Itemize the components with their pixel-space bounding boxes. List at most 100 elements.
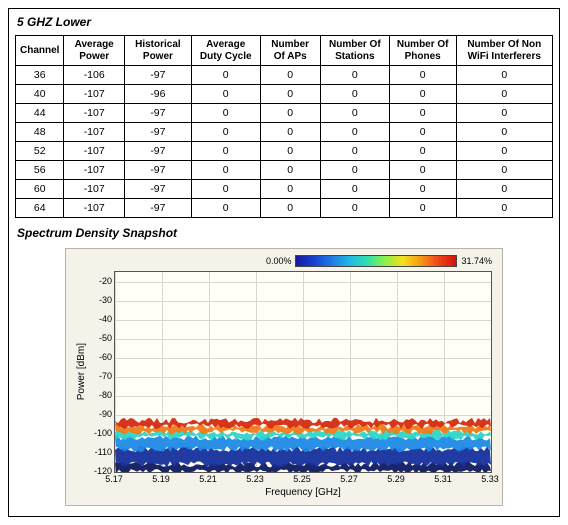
spectrum-chart-card: 0.00% 31.74% Power [dBm] -20 -30 -40 -50 -60…	[65, 248, 503, 506]
table-cell: 0	[389, 104, 456, 123]
table-cell: -97	[124, 66, 191, 85]
table-cell: 0	[456, 180, 552, 199]
x-tick-label: 5.31	[434, 474, 452, 484]
table-cell: 36	[16, 66, 64, 85]
chart-section-title: Spectrum Density Snapshot	[17, 226, 553, 240]
table-row: 60-107-9700000	[16, 180, 553, 199]
table-cell: -107	[64, 85, 124, 104]
y-tick-label: -90	[99, 409, 112, 419]
table-cell: -107	[64, 161, 124, 180]
table-cell: 0	[456, 123, 552, 142]
table-cell: 52	[16, 142, 64, 161]
col-header: Average Duty Cycle	[191, 36, 260, 66]
table-cell: 0	[456, 85, 552, 104]
table-cell: -106	[64, 66, 124, 85]
col-header: Average Power	[64, 36, 124, 66]
table-cell: -107	[64, 104, 124, 123]
table-cell: 44	[16, 104, 64, 123]
x-tick-label: 5.25	[293, 474, 311, 484]
y-tick-label: -70	[99, 371, 112, 381]
col-header: Number Of APs	[260, 36, 320, 66]
table-cell: -107	[64, 199, 124, 218]
x-tick-label: 5.29	[387, 474, 405, 484]
x-tick-label: 5.17	[105, 474, 123, 484]
table-row: 64-107-9700000	[16, 199, 553, 218]
table-row: 56-107-9700000	[16, 161, 553, 180]
table-cell: 0	[320, 66, 389, 85]
table-cell: -107	[64, 142, 124, 161]
legend-gradient	[295, 255, 457, 267]
col-header: Number Of Non WiFi Interferers	[456, 36, 552, 66]
table-cell: 60	[16, 180, 64, 199]
table-cell: 0	[260, 66, 320, 85]
table-cell: -97	[124, 180, 191, 199]
table-cell: 0	[191, 142, 260, 161]
y-tick-label: -80	[99, 390, 112, 400]
y-axis-title: Power [dBm]	[76, 343, 87, 400]
spectrum-legend: 0.00% 31.74%	[72, 255, 492, 267]
table-cell: 0	[320, 85, 389, 104]
table-cell: 0	[389, 161, 456, 180]
table-section-title: 5 GHZ Lower	[17, 15, 553, 29]
table-cell: 0	[320, 123, 389, 142]
table-cell: 0	[191, 199, 260, 218]
table-cell: -96	[124, 85, 191, 104]
table-cell: 0	[320, 142, 389, 161]
table-cell: 0	[320, 104, 389, 123]
x-axis-title: Frequency [GHz]	[114, 487, 492, 501]
table-row: 52-107-9700000	[16, 142, 553, 161]
table-cell: 0	[456, 199, 552, 218]
table-cell: 0	[260, 199, 320, 218]
table-cell: 56	[16, 161, 64, 180]
table-cell: 0	[320, 180, 389, 199]
table-row: 44-107-9700000	[16, 104, 553, 123]
table-row: 48-107-9700000	[16, 123, 553, 142]
table-cell: 0	[260, 123, 320, 142]
table-row: 40-107-9600000	[16, 85, 553, 104]
x-tick-label: 5.23	[246, 474, 264, 484]
table-cell: 0	[389, 142, 456, 161]
table-cell: 40	[16, 85, 64, 104]
legend-max-label: 31.74%	[461, 256, 492, 266]
legend-min-label: 0.00%	[266, 256, 292, 266]
table-cell: -97	[124, 161, 191, 180]
col-header: Number Of Stations	[320, 36, 389, 66]
table-cell: 0	[191, 123, 260, 142]
table-cell: 0	[260, 142, 320, 161]
table-cell: -107	[64, 123, 124, 142]
x-tick-label: 5.27	[340, 474, 358, 484]
table-cell: 0	[191, 180, 260, 199]
x-tick-label: 5.21	[199, 474, 217, 484]
table-row: 36-106-9700000	[16, 66, 553, 85]
table-cell: -97	[124, 104, 191, 123]
table-cell: 0	[456, 161, 552, 180]
x-tick-label: 5.19	[152, 474, 170, 484]
y-tick-label: -30	[99, 295, 112, 305]
y-tick-label: -20	[99, 276, 112, 286]
table-cell: 0	[320, 199, 389, 218]
spectrum-plot	[114, 271, 492, 473]
spectrum-chart-wrap: 0.00% 31.74% Power [dBm] -20 -30 -40 -50 -60…	[15, 248, 553, 506]
y-tick-label: -110	[95, 447, 112, 457]
table-cell: 0	[260, 161, 320, 180]
y-tick-label: -40	[99, 314, 112, 324]
table-cell: 0	[389, 66, 456, 85]
table-cell: 0	[191, 85, 260, 104]
col-header: Historical Power	[124, 36, 191, 66]
table-cell: -97	[124, 199, 191, 218]
y-tick-label: -50	[99, 333, 112, 343]
table-cell: 0	[389, 123, 456, 142]
table-cell: 0	[389, 199, 456, 218]
table-cell: 0	[191, 161, 260, 180]
table-cell: 0	[260, 104, 320, 123]
table-cell: 0	[456, 142, 552, 161]
table-cell: 0	[191, 66, 260, 85]
table-cell: 0	[456, 66, 552, 85]
table-cell: 48	[16, 123, 64, 142]
table-cell: 0	[320, 161, 389, 180]
channel-power-table: ChannelAverage PowerHistorical PowerAver…	[15, 35, 553, 218]
table-cell: 0	[389, 180, 456, 199]
table-cell: 64	[16, 199, 64, 218]
plot-area: Power [dBm] -20-30-40-50-60-70-80-90-100…	[72, 271, 492, 501]
y-tick-label: -60	[99, 352, 112, 362]
